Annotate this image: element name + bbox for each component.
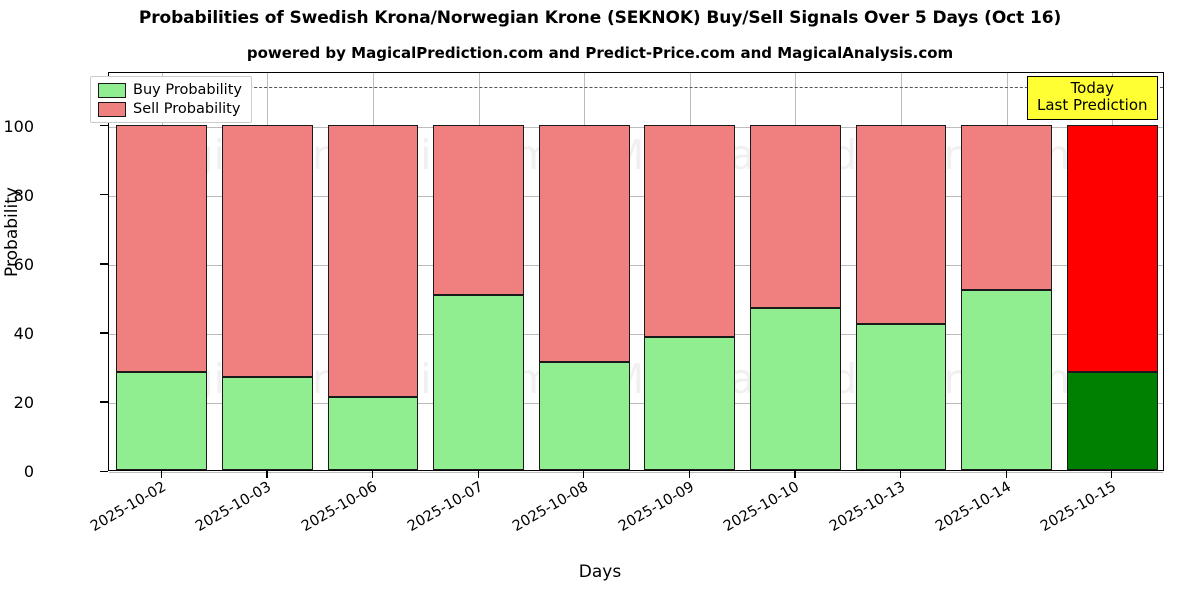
bar-segment-buy[interactable] xyxy=(327,396,419,470)
y-gridline xyxy=(109,472,1163,473)
bar-segment-buy[interactable] xyxy=(538,361,630,470)
threshold-dashed-line xyxy=(109,86,1163,88)
y-tick-mark xyxy=(100,470,108,472)
x-tick-mark xyxy=(583,471,585,478)
y-tick-mark xyxy=(100,194,108,196)
legend-item[interactable]: Buy Probability xyxy=(98,82,242,98)
y-gridline xyxy=(109,264,1163,266)
bar-segment-sell[interactable] xyxy=(433,124,524,295)
bar-group[interactable] xyxy=(116,71,208,470)
y-tick-mark xyxy=(100,401,108,403)
legend-swatch-sell-icon xyxy=(98,101,126,117)
y-gridline xyxy=(109,333,1163,335)
x-tick-label: 2025-10-08 xyxy=(510,479,592,535)
bar-segment-sell[interactable] xyxy=(116,124,208,372)
bar-group[interactable] xyxy=(1066,71,1158,470)
x-tick-mark xyxy=(266,471,268,478)
x-tick-mark xyxy=(1111,471,1113,478)
bar-segment-buy[interactable] xyxy=(116,371,208,470)
x-tick-mark xyxy=(794,471,796,478)
legend-label: Sell Probability xyxy=(133,101,241,117)
bar-group[interactable] xyxy=(749,71,841,470)
bar-group[interactable] xyxy=(961,71,1052,470)
chart-title: Probabilities of Swedish Krona/Norwegian… xyxy=(138,8,1062,28)
legend-swatch-buy-icon xyxy=(98,82,126,98)
chart-legend[interactable]: Buy Probability Sell Probability xyxy=(90,76,252,123)
today-annotation-line2: Last Prediction xyxy=(1037,95,1148,114)
bar-segment-sell[interactable] xyxy=(855,124,947,324)
x-tick-mark xyxy=(1005,471,1007,478)
y-tick-label: 0 xyxy=(23,462,34,481)
x-tick-label: 2025-10-15 xyxy=(1038,479,1120,535)
y-tick-label: 100 xyxy=(3,116,34,136)
x-tick-mark xyxy=(688,471,691,478)
bar-segment-buy[interactable] xyxy=(749,308,841,470)
bar-segment-buy[interactable] xyxy=(855,323,947,470)
y-tick-label: 20 xyxy=(13,392,34,412)
x-axis-label: Days xyxy=(578,562,622,582)
bar-segment-buy[interactable] xyxy=(1066,371,1158,470)
y-tick-mark xyxy=(100,263,108,265)
x-tick-label: 2025-10-03 xyxy=(193,479,275,535)
x-tick-label: 2025-10-02 xyxy=(87,479,169,535)
x-tick-mark xyxy=(900,471,902,478)
x-tick-label: 2025-10-13 xyxy=(827,479,908,535)
bar-group[interactable] xyxy=(855,71,947,470)
bar-segment-buy[interactable] xyxy=(644,336,736,470)
x-tick-label: 2025-10-09 xyxy=(615,479,697,535)
legend-label: Buy Probability xyxy=(133,82,242,98)
bar-group[interactable] xyxy=(538,71,630,470)
bar-segment-buy[interactable] xyxy=(961,289,1052,470)
bar-segment-sell[interactable] xyxy=(961,124,1052,290)
bar-group[interactable] xyxy=(221,71,313,470)
bar-segment-sell[interactable] xyxy=(1066,124,1158,372)
x-tick-mark xyxy=(372,471,374,478)
bar-segment-sell[interactable] xyxy=(327,124,419,397)
y-tick-mark xyxy=(100,125,108,127)
bar-segment-buy[interactable] xyxy=(433,294,524,470)
bar-segment-sell[interactable] xyxy=(749,124,841,309)
y-axis-label: Probability xyxy=(2,187,22,277)
x-tick-label: 2025-10-14 xyxy=(932,479,1014,535)
y-gridline xyxy=(109,402,1163,404)
y-tick-label: 40 xyxy=(13,323,34,343)
y-tick-mark xyxy=(100,332,108,334)
bar-segment-sell[interactable] xyxy=(644,124,736,337)
bar-segment-sell[interactable] xyxy=(538,124,630,362)
chart-subtitle: powered by MagicalPrediction.com and Pre… xyxy=(246,44,954,62)
bar-group[interactable] xyxy=(327,71,419,470)
plot-area: MagicalAnalysis.comMagicalPrediction.com… xyxy=(108,71,1164,473)
y-tick-label: 80 xyxy=(13,185,34,205)
x-tick-label: 2025-10-07 xyxy=(404,479,486,535)
bar-segment-buy[interactable] xyxy=(221,377,313,470)
legend-item[interactable]: Sell Probability xyxy=(98,101,242,117)
x-tick-mark xyxy=(160,471,163,478)
x-tick-mark xyxy=(477,471,479,478)
y-gridline xyxy=(109,195,1163,197)
y-tick-label: 60 xyxy=(13,254,34,274)
today-annotation-line1: Today xyxy=(1070,79,1114,97)
bar-segment-sell[interactable] xyxy=(221,124,313,378)
x-tick-label: 2025-10-06 xyxy=(299,479,380,535)
bar-group[interactable] xyxy=(433,71,524,470)
x-tick-label: 2025-10-10 xyxy=(721,479,803,535)
today-annotation: Today Last Prediction xyxy=(1027,76,1158,120)
y-gridline xyxy=(109,126,1163,128)
bar-group[interactable] xyxy=(644,71,736,470)
